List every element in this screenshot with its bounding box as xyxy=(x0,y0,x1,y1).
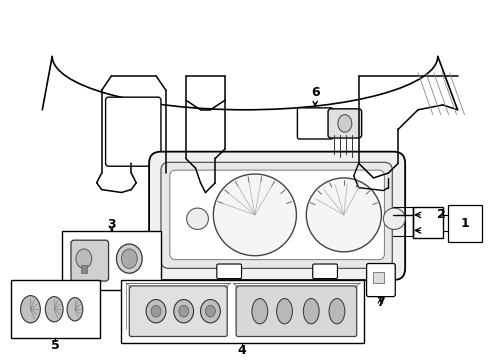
FancyBboxPatch shape xyxy=(312,264,337,279)
Text: 6: 6 xyxy=(310,86,319,99)
Ellipse shape xyxy=(303,298,319,324)
FancyBboxPatch shape xyxy=(149,152,405,280)
Bar xyxy=(62,231,161,290)
Ellipse shape xyxy=(251,298,267,324)
Ellipse shape xyxy=(200,300,220,323)
FancyBboxPatch shape xyxy=(216,264,241,279)
Ellipse shape xyxy=(213,174,296,256)
Ellipse shape xyxy=(76,249,92,269)
FancyBboxPatch shape xyxy=(169,170,384,260)
Ellipse shape xyxy=(305,178,381,252)
Ellipse shape xyxy=(186,208,208,229)
Text: 2: 2 xyxy=(436,208,445,221)
FancyBboxPatch shape xyxy=(161,162,391,269)
Bar xyxy=(121,280,363,343)
Ellipse shape xyxy=(328,298,344,324)
Ellipse shape xyxy=(45,297,63,322)
Bar xyxy=(81,265,87,273)
Ellipse shape xyxy=(343,154,347,159)
FancyBboxPatch shape xyxy=(366,264,394,297)
Text: 3: 3 xyxy=(107,218,116,231)
Bar xyxy=(412,207,442,238)
Text: 7: 7 xyxy=(375,296,384,309)
FancyBboxPatch shape xyxy=(327,109,361,138)
Bar xyxy=(447,205,481,242)
Ellipse shape xyxy=(205,305,215,317)
Ellipse shape xyxy=(20,296,41,323)
Ellipse shape xyxy=(337,115,351,132)
Text: 5: 5 xyxy=(51,339,60,352)
Ellipse shape xyxy=(151,305,161,317)
Ellipse shape xyxy=(146,300,165,323)
Ellipse shape xyxy=(337,157,342,162)
Ellipse shape xyxy=(67,298,82,321)
Ellipse shape xyxy=(331,154,336,159)
FancyBboxPatch shape xyxy=(297,108,332,139)
Ellipse shape xyxy=(383,208,405,229)
Ellipse shape xyxy=(179,305,188,317)
FancyBboxPatch shape xyxy=(236,286,356,337)
Text: 4: 4 xyxy=(237,343,246,357)
FancyBboxPatch shape xyxy=(129,286,227,337)
Ellipse shape xyxy=(116,244,142,273)
FancyBboxPatch shape xyxy=(71,240,108,281)
Text: 1: 1 xyxy=(459,217,468,230)
Ellipse shape xyxy=(348,157,353,162)
FancyBboxPatch shape xyxy=(105,97,161,166)
Ellipse shape xyxy=(173,300,193,323)
Ellipse shape xyxy=(276,298,292,324)
Ellipse shape xyxy=(121,249,137,269)
Bar xyxy=(11,280,100,338)
FancyBboxPatch shape xyxy=(372,272,384,283)
